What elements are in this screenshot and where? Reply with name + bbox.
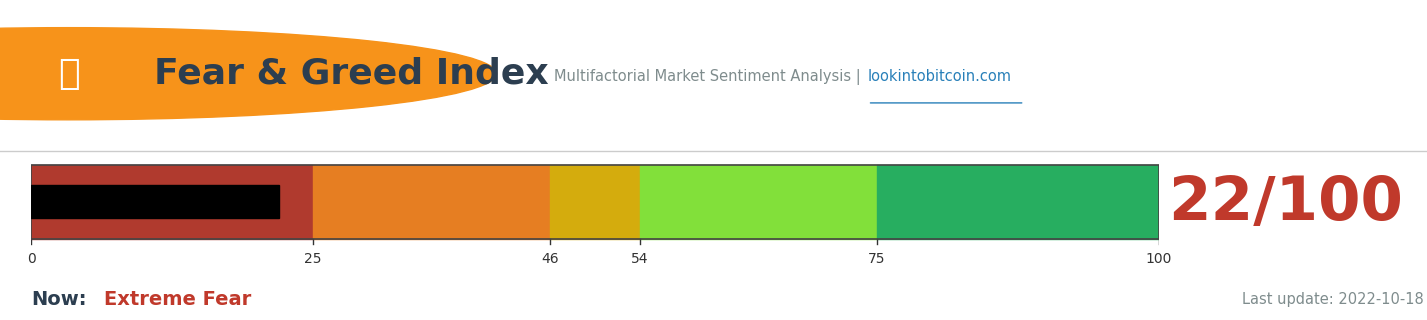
Text: 25: 25 (304, 252, 323, 266)
Bar (876, 165, 1159, 239)
Text: Multifactorial Market Sentiment Analysis |: Multifactorial Market Sentiment Analysis… (554, 69, 865, 85)
Text: Now:: Now: (31, 290, 87, 309)
Bar (31, 165, 1159, 239)
Bar (31, 165, 314, 239)
Text: 22/100: 22/100 (1169, 174, 1403, 233)
Text: Fear & Greed Index: Fear & Greed Index (154, 57, 549, 91)
Text: ₿: ₿ (57, 57, 80, 91)
Bar (314, 165, 549, 239)
Text: 54: 54 (631, 252, 649, 266)
Bar (549, 165, 641, 239)
Bar (641, 165, 876, 239)
Text: Extreme Fear: Extreme Fear (104, 290, 251, 309)
Text: 0: 0 (27, 252, 36, 266)
Text: Last update: 2022-10-18: Last update: 2022-10-18 (1243, 292, 1424, 307)
Text: lookintobitcoin.com: lookintobitcoin.com (868, 69, 1012, 84)
Text: 100: 100 (1146, 252, 1172, 266)
Bar (31, 185, 280, 219)
Text: 46: 46 (541, 252, 559, 266)
Circle shape (0, 28, 497, 120)
Text: 75: 75 (868, 252, 886, 266)
